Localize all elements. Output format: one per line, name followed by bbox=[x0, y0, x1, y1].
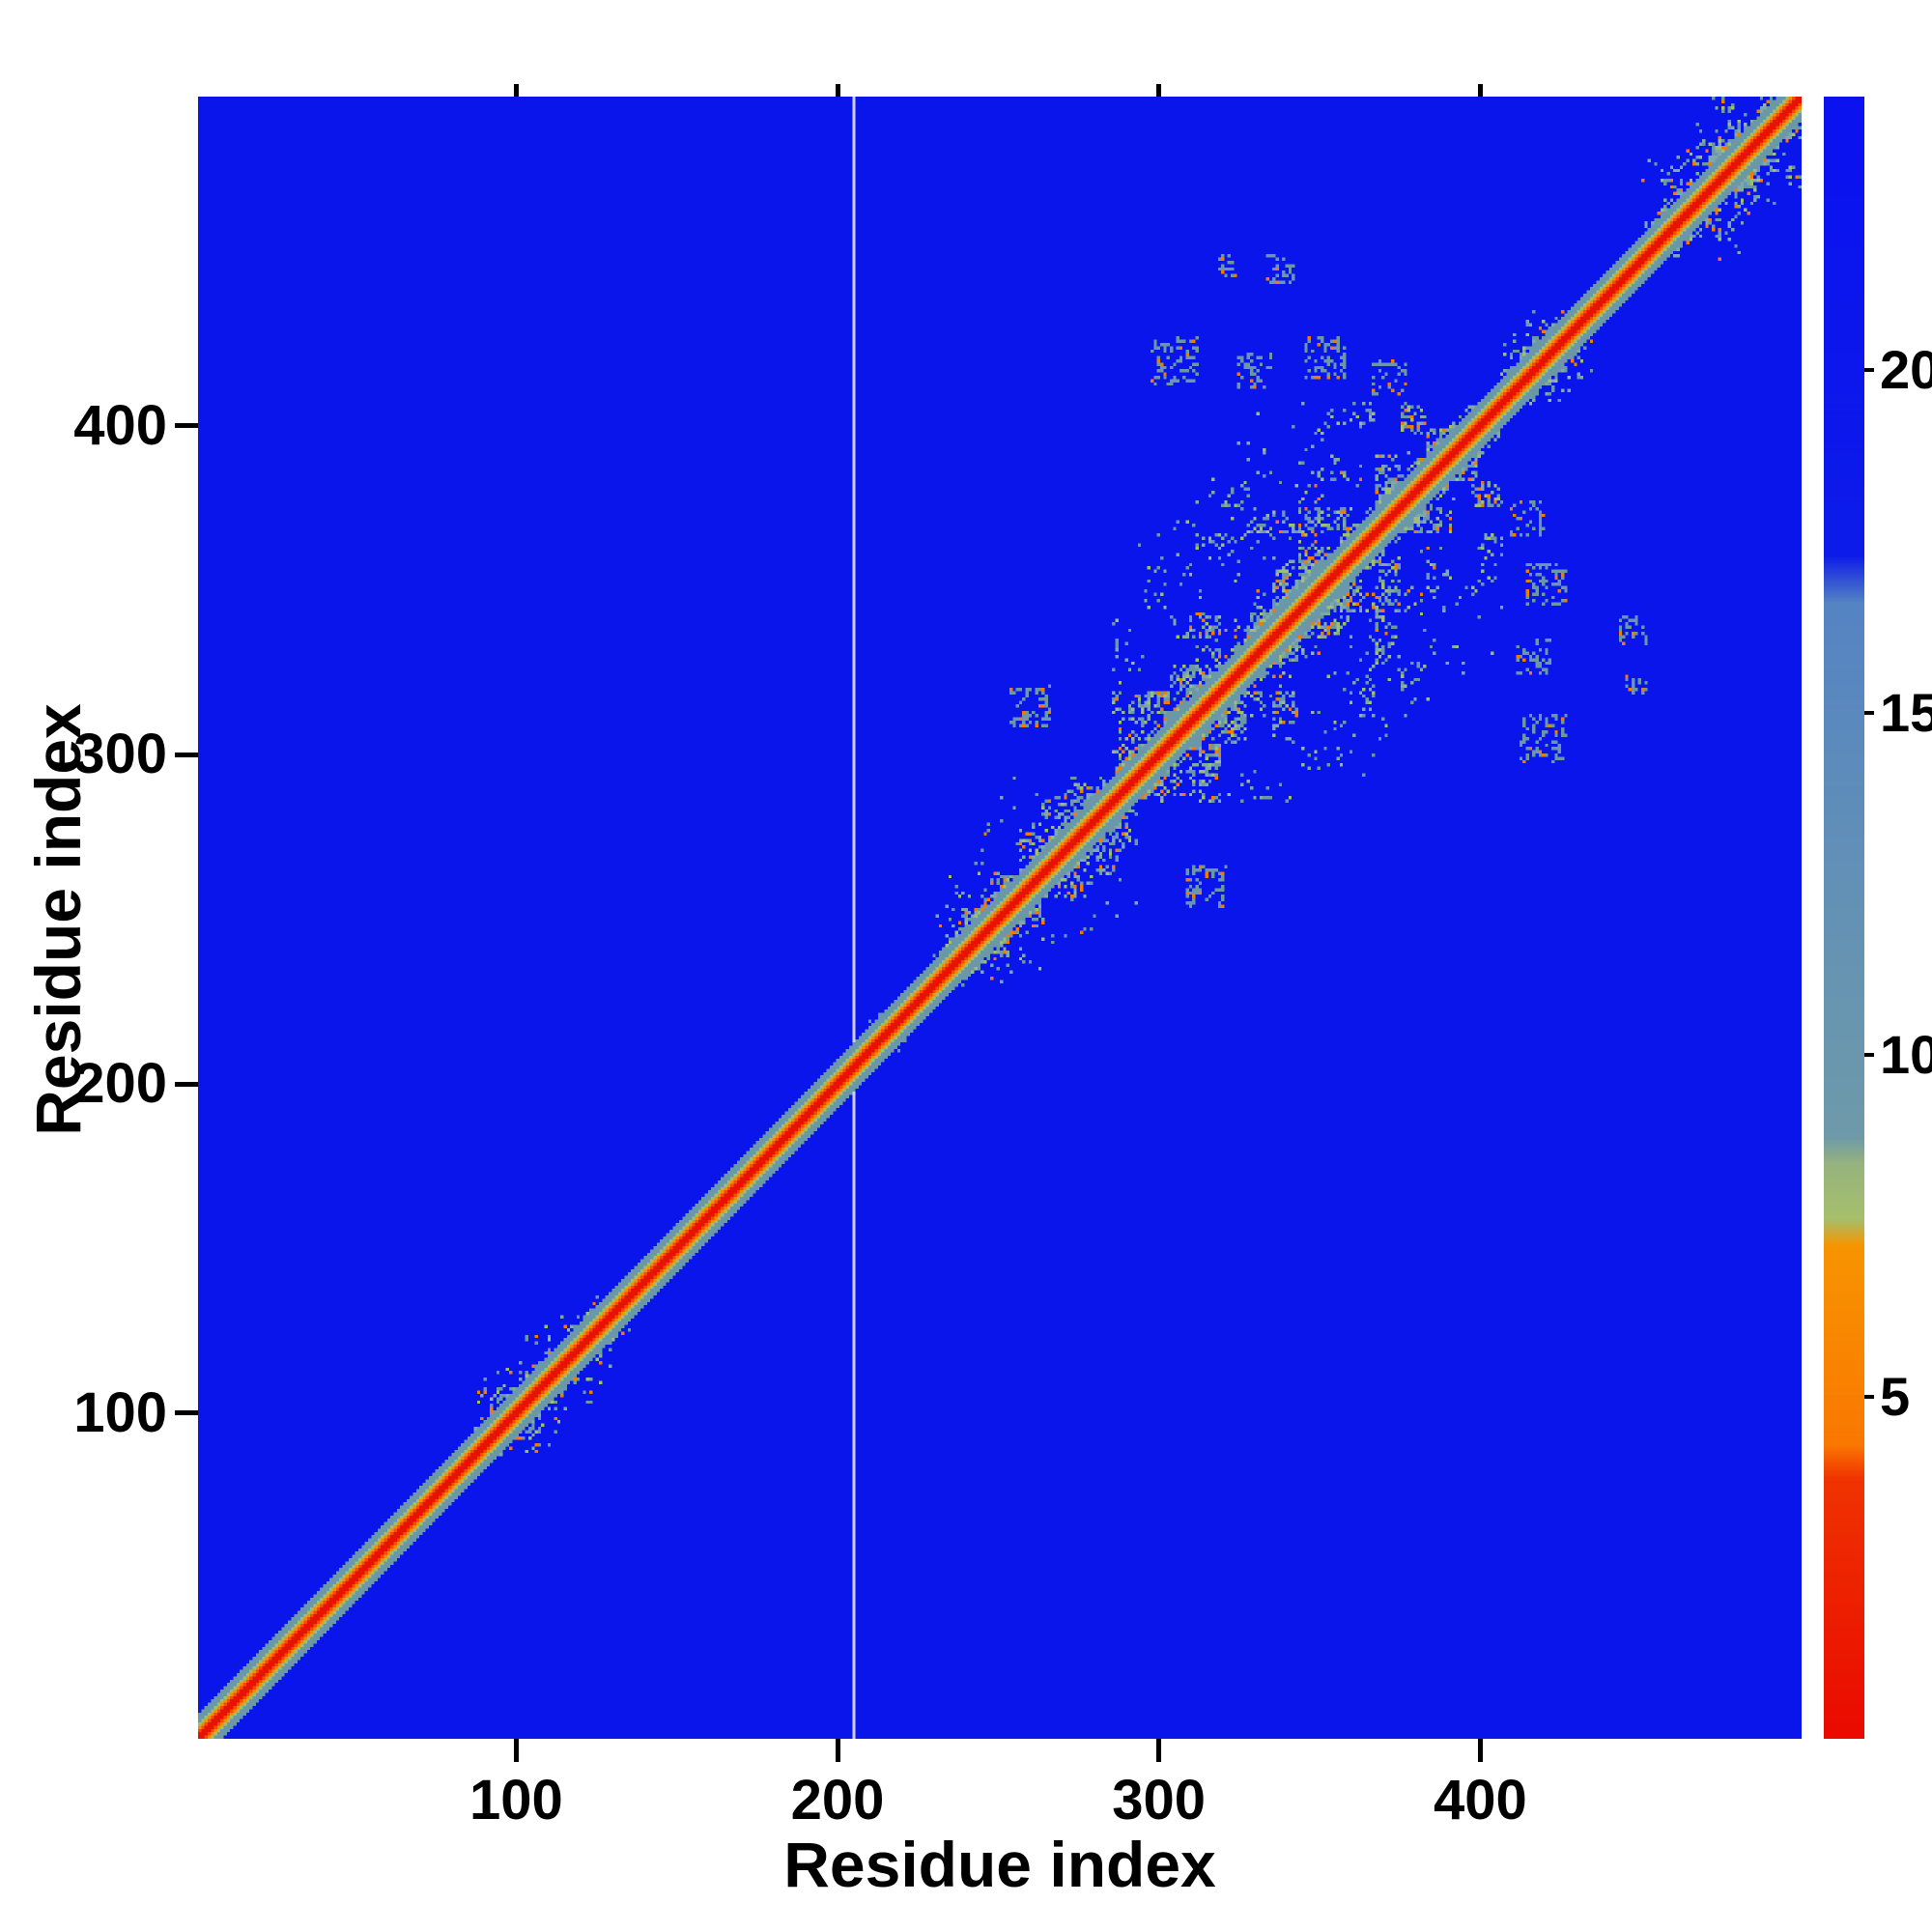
colorbar-tick bbox=[1864, 368, 1874, 373]
colorbar-tick bbox=[1864, 1394, 1874, 1399]
x-axis-tick bbox=[513, 1739, 519, 1762]
y-axis-tick-label: 400 bbox=[73, 393, 167, 457]
y-axis-tick bbox=[175, 423, 198, 429]
y-axis-tick bbox=[175, 752, 198, 757]
y-axis-tick-label: 200 bbox=[73, 1052, 167, 1116]
y-axis-tick-label: 300 bbox=[73, 723, 167, 786]
heatmap-canvas bbox=[198, 97, 1802, 1739]
x-axis-tick bbox=[1477, 1739, 1483, 1762]
x-axis-tick-label: 300 bbox=[1112, 1769, 1207, 1832]
y-axis-tick bbox=[175, 1081, 198, 1087]
colorbar-tick bbox=[1864, 1052, 1874, 1057]
colorbar-tick-label: 15 bbox=[1880, 681, 1932, 743]
x-axis-top-tick bbox=[1477, 84, 1483, 97]
x-axis-top-tick bbox=[513, 84, 519, 97]
x-axis-tick-label: 200 bbox=[790, 1769, 885, 1832]
x-axis-label: Residue index bbox=[783, 1829, 1216, 1900]
y-axis-tick bbox=[175, 1410, 198, 1416]
x-axis-tick-label: 400 bbox=[1433, 1769, 1527, 1832]
colorbar bbox=[1824, 97, 1864, 1739]
colorbar-tick-label: 5 bbox=[1880, 1365, 1911, 1427]
y-axis-label: Residue index bbox=[22, 703, 94, 1136]
x-axis-top-tick bbox=[835, 84, 840, 97]
x-axis-tick bbox=[835, 1739, 840, 1762]
colorbar-tick bbox=[1864, 710, 1874, 715]
x-axis-tick bbox=[1156, 1739, 1162, 1762]
colorbar-tick-label: 10 bbox=[1880, 1023, 1932, 1085]
y-axis-tick-label: 100 bbox=[73, 1380, 167, 1444]
x-axis-tick-label: 100 bbox=[469, 1769, 563, 1832]
x-axis-top-tick bbox=[1156, 84, 1162, 97]
colorbar-tick-label: 20 bbox=[1880, 339, 1932, 401]
